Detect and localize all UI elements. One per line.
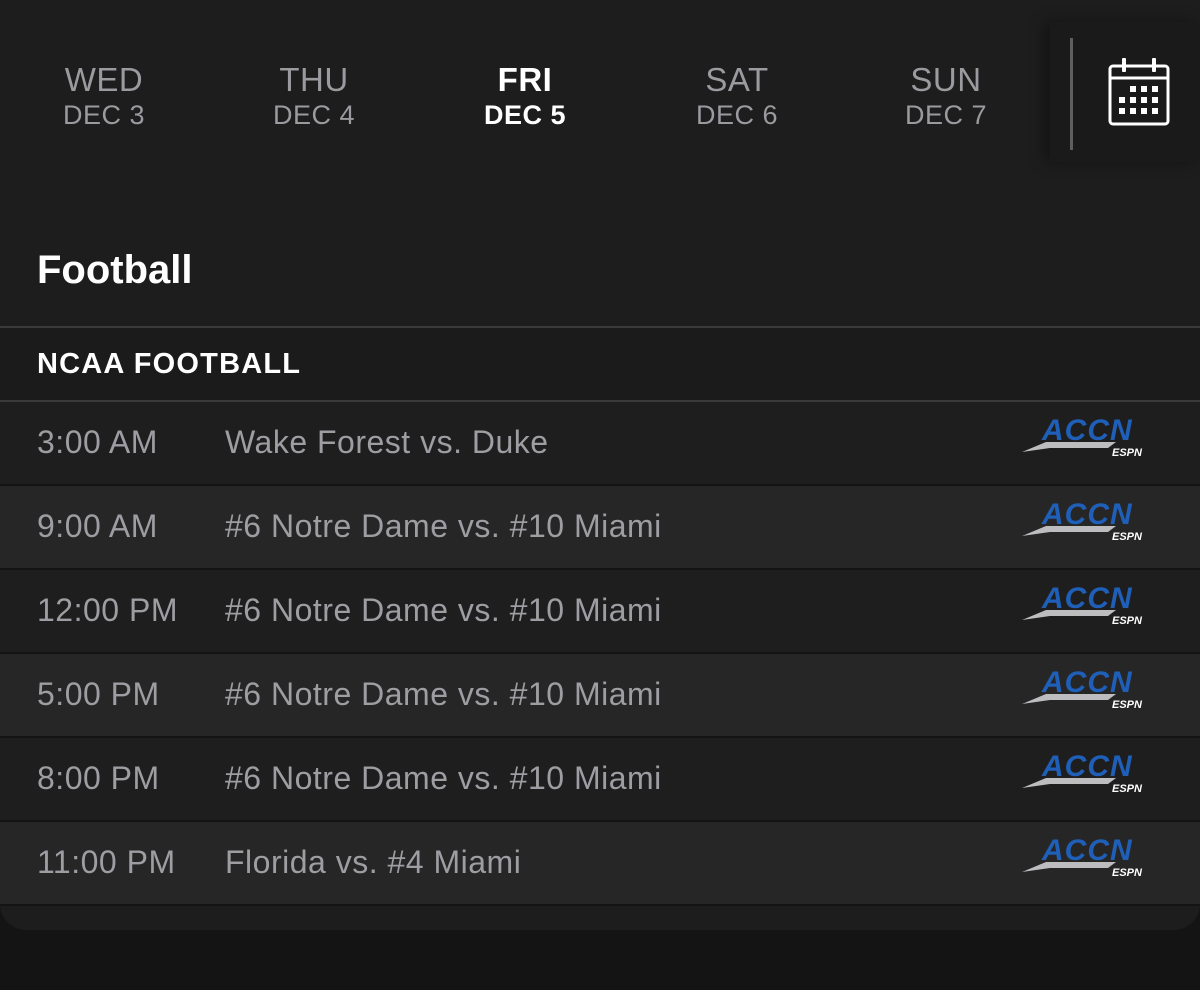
event-time: 8:00 PM [37, 760, 160, 796]
event-matchup: #6 Notre Dame vs. #10 Miami [225, 676, 662, 712]
day-tab-date: DEC 6 [695, 100, 779, 130]
day-tab-weekday: WED [64, 61, 144, 98]
day-tab-date: DEC 5 [483, 100, 567, 130]
day-tab-date: DEC 4 [272, 100, 356, 130]
event-list: 3:00 AM Wake Forest vs. Duke 9:00 AM #6 … [0, 402, 1200, 906]
day-tab-wed[interactable]: WED DEC 3 [4, 62, 204, 131]
date-selector: WED DEC 3 THU DEC 4 FRI DEC 5 SAT DEC 6 … [0, 0, 1200, 190]
league-name: NCAA FOOTBALL [37, 348, 302, 380]
accn-espn-logo [1020, 834, 1162, 882]
event-matchup: #6 Notre Dame vs. #10 Miami [225, 592, 662, 628]
calendar-icon [1108, 58, 1170, 126]
league-header: NCAA FOOTBALL [0, 326, 1200, 402]
event-matchup: #6 Notre Dame vs. #10 Miami [225, 508, 662, 544]
event-time: 11:00 PM [37, 844, 176, 880]
day-tab-weekday: THU [279, 61, 349, 98]
divider [1070, 38, 1073, 150]
event-row[interactable]: 5:00 PM #6 Notre Dame vs. #10 Miami [0, 654, 1200, 738]
day-tab-date: DEC 7 [904, 100, 988, 130]
accn-espn-logo [1020, 414, 1162, 462]
event-time: 5:00 PM [37, 676, 160, 712]
accn-espn-logo [1020, 498, 1162, 546]
event-matchup: #6 Notre Dame vs. #10 Miami [225, 760, 662, 796]
schedule-screen: WED DEC 3 THU DEC 4 FRI DEC 5 SAT DEC 6 … [0, 0, 1200, 906]
event-matchup: Wake Forest vs. Duke [225, 424, 549, 460]
event-row[interactable]: 12:00 PM #6 Notre Dame vs. #10 Miami [0, 570, 1200, 654]
event-time: 3:00 AM [37, 424, 158, 460]
event-row[interactable]: 8:00 PM #6 Notre Dame vs. #10 Miami [0, 738, 1200, 822]
accn-espn-logo [1020, 582, 1162, 630]
day-tab-weekday: SAT [705, 61, 769, 98]
day-tab-sun[interactable]: SUN DEC 7 [846, 62, 1046, 131]
event-row[interactable]: 9:00 AM #6 Notre Dame vs. #10 Miami [0, 486, 1200, 570]
day-tab-weekday: SUN [910, 61, 982, 98]
accn-espn-logo [1020, 666, 1162, 714]
event-row[interactable]: 3:00 AM Wake Forest vs. Duke [0, 402, 1200, 486]
event-time: 12:00 PM [37, 592, 178, 628]
day-tab-date: DEC 3 [62, 100, 146, 130]
day-tab-thu[interactable]: THU DEC 4 [214, 62, 414, 131]
day-tab-fri[interactable]: FRI DEC 5 [425, 62, 625, 131]
calendar-button[interactable] [1108, 56, 1170, 128]
day-tab-weekday: FRI [497, 61, 553, 98]
event-row[interactable]: 11:00 PM Florida vs. #4 Miami [0, 822, 1200, 906]
day-tab-sat[interactable]: SAT DEC 6 [637, 62, 837, 131]
calendar-panel [1050, 22, 1200, 162]
accn-espn-logo [1020, 750, 1162, 798]
event-matchup: Florida vs. #4 Miami [225, 844, 522, 880]
event-time: 9:00 AM [37, 508, 158, 544]
section-title: Football [37, 248, 193, 292]
